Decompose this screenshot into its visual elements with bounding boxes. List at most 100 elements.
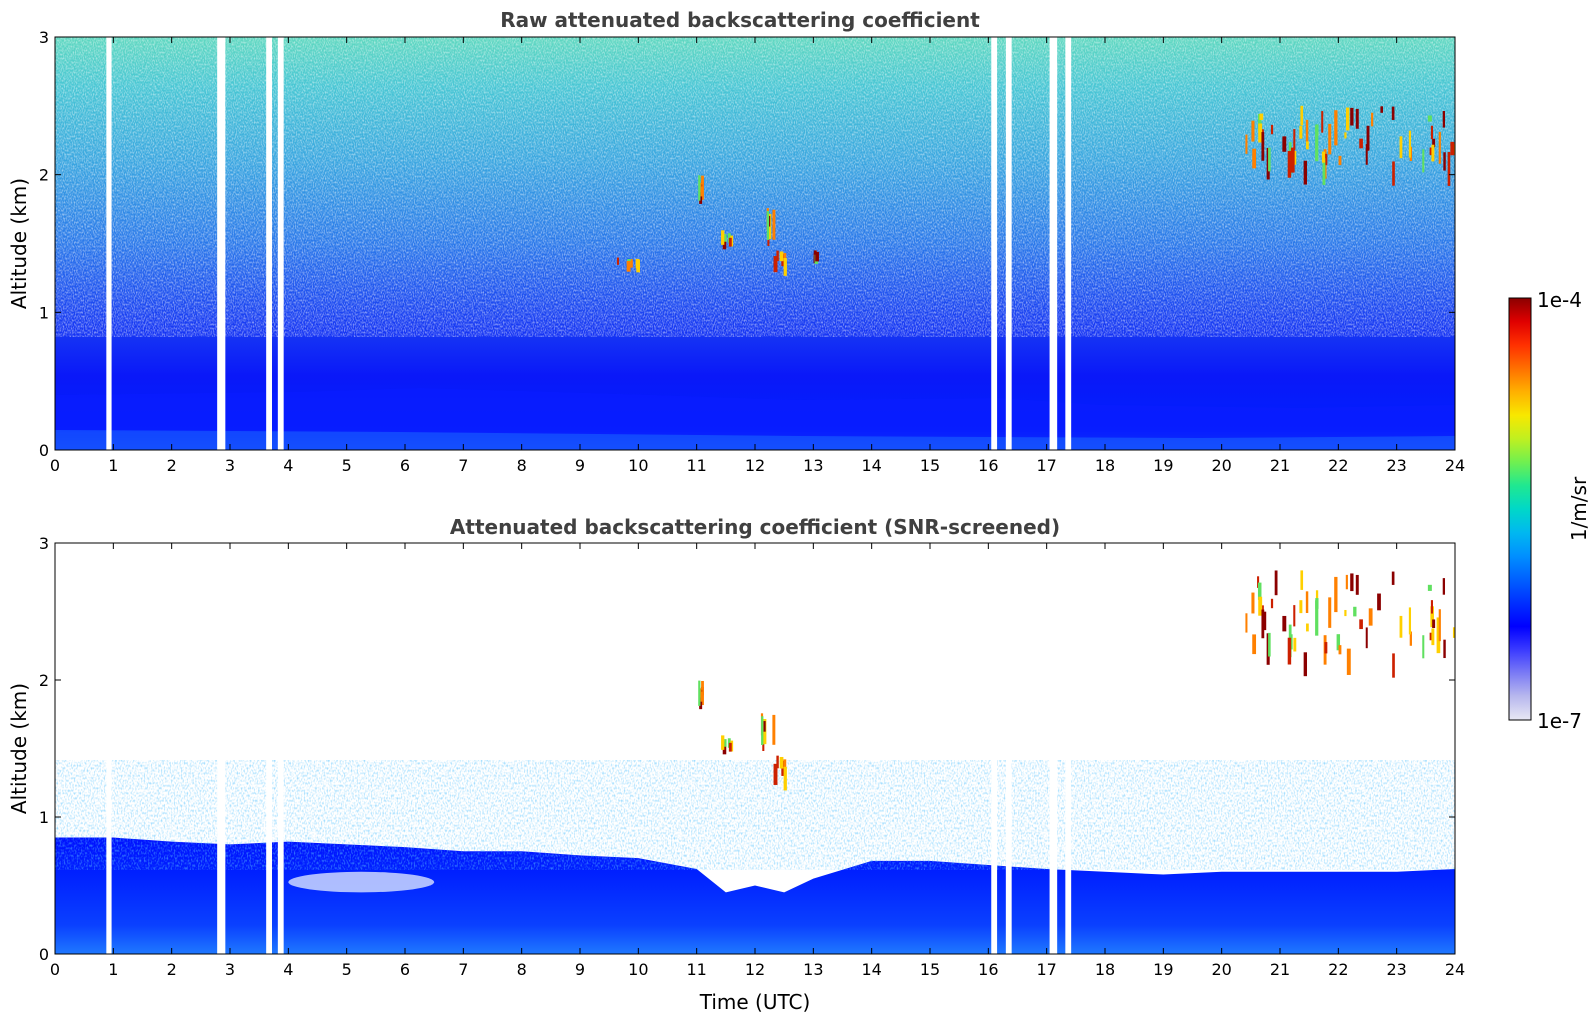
raw-cloud-streak bbox=[700, 186, 704, 197]
screened-cloud-streak bbox=[1431, 628, 1435, 646]
raw-cloud-streak bbox=[1399, 136, 1403, 159]
screened-cloud-features bbox=[288, 570, 1455, 893]
raw-x-tick-label: 13 bbox=[803, 456, 823, 475]
raw-cloud-streak bbox=[1345, 107, 1350, 131]
raw-cloud-streak bbox=[1268, 147, 1271, 172]
raw-cloud-streak bbox=[1438, 131, 1441, 164]
raw-x-tick-label: 18 bbox=[1095, 456, 1115, 475]
raw-cloud-streak bbox=[1290, 147, 1295, 173]
screened-cloud-streak bbox=[1408, 607, 1412, 635]
raw-data-gap bbox=[1065, 37, 1072, 450]
raw-x-tick-label: 9 bbox=[575, 456, 585, 475]
screened-cloud-streak bbox=[1334, 576, 1338, 613]
raw-cloud-streak bbox=[1324, 153, 1328, 166]
screened-cloud-streak bbox=[1427, 584, 1432, 591]
raw-cloud-streak bbox=[1391, 106, 1395, 120]
raw-boundary-layer bbox=[55, 388, 1455, 450]
raw-cloud-streak bbox=[768, 215, 771, 227]
raw-cloud-streak bbox=[1359, 138, 1363, 149]
raw-heatmap bbox=[55, 37, 1455, 450]
screened-cloud-streak bbox=[1303, 652, 1308, 677]
raw-cloud-streak bbox=[783, 258, 787, 276]
screened-x-tick-label: 9 bbox=[575, 960, 585, 979]
screened-cloud-streak bbox=[783, 766, 787, 791]
raw-cloud-streak bbox=[1380, 106, 1384, 113]
raw-x-tick-label: 19 bbox=[1153, 456, 1173, 475]
screened-x-tick-label: 3 bbox=[225, 960, 235, 979]
screened-cloud-streak bbox=[1399, 615, 1403, 638]
raw-cloud-streak bbox=[1257, 114, 1262, 132]
raw-x-tick-label: 23 bbox=[1386, 456, 1406, 475]
screened-x-tick-label: 7 bbox=[458, 960, 468, 979]
raw-cloud-streak bbox=[1287, 150, 1292, 178]
raw-x-tick-label: 21 bbox=[1270, 456, 1290, 475]
raw-cloud-streak bbox=[1442, 111, 1446, 128]
screened-cloud-streak bbox=[1261, 609, 1265, 639]
screened-cloud-streak bbox=[1268, 632, 1271, 657]
screened-cloud-streak bbox=[1257, 576, 1260, 588]
screened-x-tick-label: 12 bbox=[745, 960, 765, 979]
raw-cloud-streak bbox=[1245, 134, 1248, 154]
raw-cloud-streak bbox=[698, 175, 701, 201]
screened-x-tick-label: 11 bbox=[686, 960, 706, 979]
screened-heatmap bbox=[55, 543, 1455, 954]
screened-cloud-streak bbox=[1282, 615, 1287, 632]
raw-data-gap bbox=[1005, 37, 1012, 450]
raw-cloud-streak bbox=[721, 230, 725, 245]
screened-x-tick-label: 18 bbox=[1095, 960, 1115, 979]
screened-cloud-streak bbox=[1315, 590, 1319, 606]
screened-cloud-streak bbox=[1359, 619, 1363, 630]
screened-x-tick-label: 16 bbox=[978, 960, 998, 979]
screened-x-tick-label: 4 bbox=[283, 960, 293, 979]
screened-x-tick-label: 20 bbox=[1211, 960, 1231, 979]
raw-cloud-streak bbox=[1293, 129, 1296, 151]
raw-x-tick-label: 11 bbox=[686, 456, 706, 475]
raw-x-tick-label: 8 bbox=[517, 456, 527, 475]
screened-cloud-streak bbox=[773, 763, 778, 785]
screened-x-tick-label: 13 bbox=[803, 960, 823, 979]
raw-cloud-streak bbox=[1392, 161, 1395, 186]
raw-cloud-streak bbox=[766, 211, 770, 240]
screened-cloud-streak bbox=[724, 739, 727, 747]
raw-cloud-streak bbox=[1251, 120, 1255, 142]
screened-cloud-streak bbox=[1270, 598, 1274, 609]
screened-data-gap bbox=[217, 543, 226, 954]
raw-cloud-streak bbox=[776, 250, 779, 262]
screened-cloud-streak bbox=[1346, 648, 1351, 675]
raw-x-tick-label: 10 bbox=[628, 456, 648, 475]
screened-cloud-streak bbox=[1300, 570, 1304, 590]
screened-cloud-streak bbox=[1452, 627, 1455, 638]
screened-cloud-streak bbox=[1287, 637, 1292, 665]
raw-cloud-streak bbox=[773, 256, 778, 273]
raw-cloud-streak bbox=[626, 261, 631, 272]
raw-panel: Raw attenuated backscattering coefficien… bbox=[7, 8, 1465, 475]
raw-y-tick-label: 2 bbox=[39, 166, 49, 185]
raw-cloud-streak bbox=[1306, 141, 1309, 150]
raw-x-tick-label: 0 bbox=[50, 456, 60, 475]
raw-cloud-streak bbox=[1432, 138, 1436, 148]
colorbar-ramp bbox=[1508, 297, 1532, 721]
raw-cloud-streak bbox=[636, 259, 641, 273]
raw-cloud-streak bbox=[1408, 130, 1412, 158]
screened-cloud-streak bbox=[1306, 623, 1309, 632]
raw-cloud-streak bbox=[1303, 160, 1308, 185]
screened-cloud-streak bbox=[1274, 570, 1278, 596]
raw-cloud-streak bbox=[728, 237, 732, 247]
raw-cloud-streak bbox=[1431, 144, 1435, 162]
raw-cloud-streak bbox=[724, 234, 727, 242]
screened-x-axis: 0 1 2 3 4 5 6 7 8 9 10 11 12 13 14 15 16 17 18 19 20 21 22 23 24 bbox=[50, 543, 1465, 979]
screened-cloud-streak bbox=[1262, 611, 1267, 631]
screened-cloud-streak bbox=[1377, 593, 1381, 611]
raw-cloud-streak bbox=[1429, 147, 1433, 156]
raw-cloud-streak bbox=[1259, 113, 1264, 120]
screened-cloud-streak bbox=[1293, 637, 1297, 652]
screened-cloud-streak bbox=[1338, 645, 1342, 655]
screened-cloud-streak bbox=[1355, 574, 1359, 595]
raw-data-gap bbox=[1049, 37, 1058, 450]
screened-cloud-streak bbox=[1391, 571, 1395, 585]
colorbar-unit-label: 1/m/sr bbox=[1567, 476, 1591, 541]
raw-x-tick-label: 5 bbox=[342, 456, 352, 475]
raw-cloud-streak bbox=[1447, 152, 1451, 186]
screened-data-gap bbox=[266, 543, 272, 954]
raw-x-tick-label: 4 bbox=[283, 456, 293, 475]
